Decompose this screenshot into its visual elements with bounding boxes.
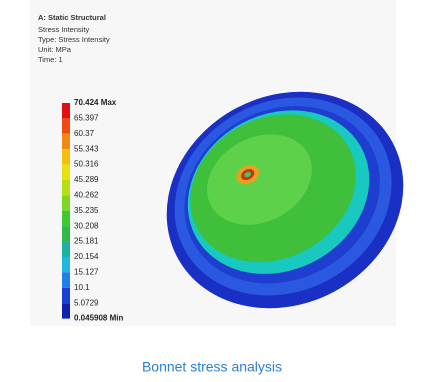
header-title: A: Static Structural xyxy=(38,13,106,22)
legend-swatch xyxy=(62,257,70,272)
legend-swatch xyxy=(62,303,70,318)
header-line: Time: 1 xyxy=(38,55,63,64)
legend-swatch xyxy=(62,211,70,226)
legend-swatch xyxy=(62,242,70,257)
header-line: Unit: MPa xyxy=(38,45,72,54)
page: A: Static Structural Stress IntensityTyp… xyxy=(0,0,424,377)
legend-label: 10.1 xyxy=(74,283,90,292)
legend-swatch xyxy=(62,288,70,303)
header-line: Type: Stress Intensity xyxy=(38,35,110,44)
header-line: Stress Intensity xyxy=(38,25,90,34)
legend-label: 65.397 xyxy=(74,114,99,123)
legend-label: 0.045908 Min xyxy=(74,314,123,323)
legend-swatch xyxy=(62,149,70,164)
legend-label: 50.316 xyxy=(74,160,99,169)
legend-label: 60.37 xyxy=(74,129,95,138)
legend-label: 25.181 xyxy=(74,237,99,246)
legend-swatch xyxy=(62,180,70,195)
legend-label: 55.343 xyxy=(74,144,99,153)
legend-swatch xyxy=(62,195,70,210)
caption: Bonnet stress analysis xyxy=(142,359,282,375)
legend-swatch xyxy=(62,103,70,118)
legend-label: 40.262 xyxy=(74,191,99,200)
legend-label: 45.289 xyxy=(74,175,99,184)
legend-label: 15.127 xyxy=(74,268,99,277)
legend-label: 70.424 Max xyxy=(74,98,117,107)
legend-swatch xyxy=(62,118,70,133)
legend-swatch xyxy=(62,272,70,287)
legend-label: 5.0729 xyxy=(74,298,99,307)
legend-label: 30.208 xyxy=(74,221,99,230)
legend-swatch xyxy=(62,165,70,180)
legend-swatch xyxy=(62,134,70,149)
legend-label: 20.154 xyxy=(74,252,99,261)
legend-label: 35.235 xyxy=(74,206,99,215)
legend-swatch xyxy=(62,226,70,241)
